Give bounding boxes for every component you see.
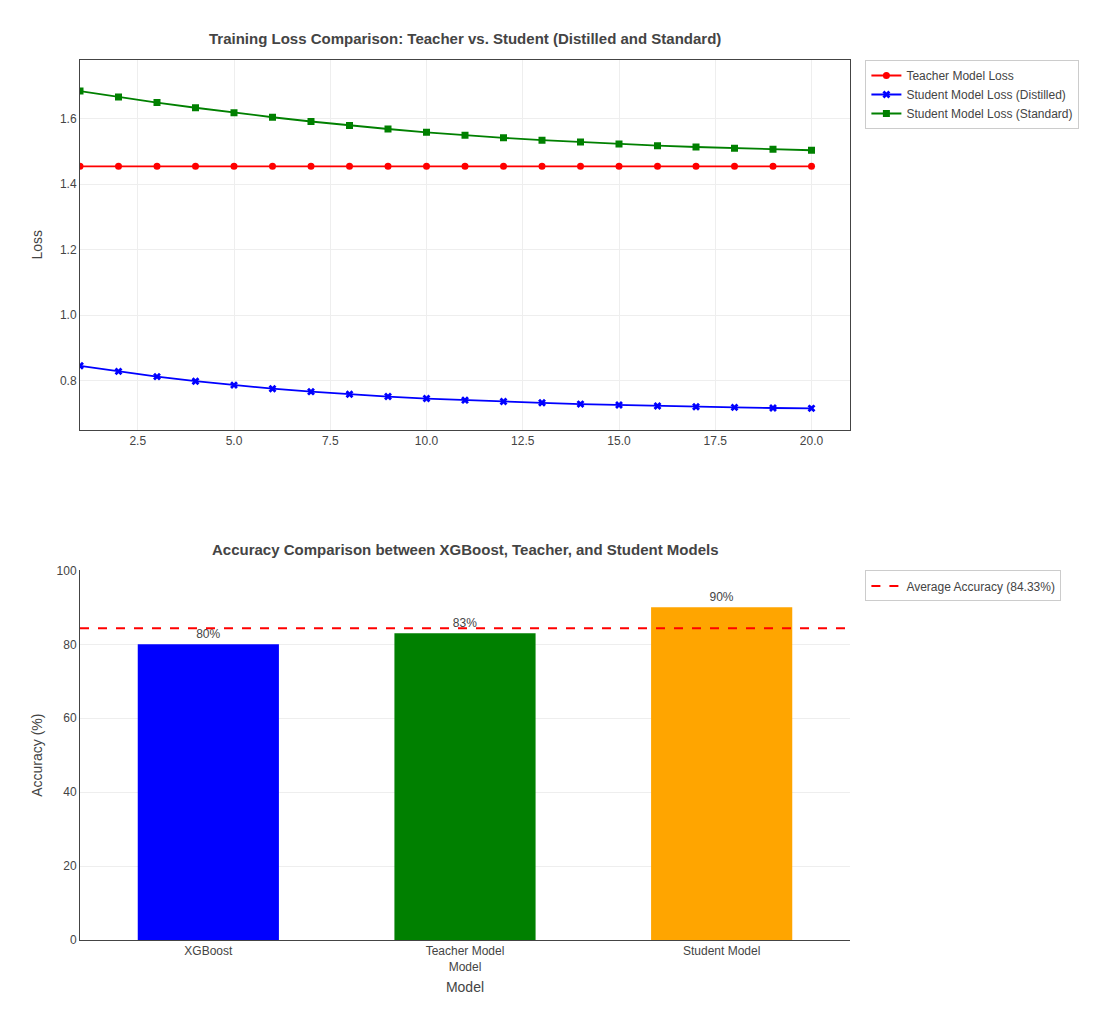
svg-text:10.0: 10.0 [415, 434, 439, 448]
svg-text:Student Model Loss (Standard): Student Model Loss (Standard) [906, 107, 1072, 121]
svg-text:Training Loss Comparison: Teac: Training Loss Comparison: Teacher vs. St… [209, 30, 721, 47]
svg-text:5.0: 5.0 [226, 434, 243, 448]
svg-text:20.0: 20.0 [800, 434, 824, 448]
svg-text:1.4: 1.4 [60, 177, 77, 191]
svg-text:Student Model: Student Model [683, 944, 760, 958]
svg-text:XGBoost: XGBoost [184, 944, 233, 958]
svg-text:1.6: 1.6 [60, 112, 77, 126]
svg-text:7.5: 7.5 [322, 434, 339, 448]
svg-text:100: 100 [57, 564, 77, 578]
svg-text:Accuracy (%): Accuracy (%) [29, 714, 45, 797]
svg-text:Teacher ModelModel: Teacher ModelModel [426, 944, 505, 974]
svg-text:12.5: 12.5 [511, 434, 535, 448]
svg-text:1.0: 1.0 [60, 308, 77, 322]
svg-text:90%: 90% [709, 590, 733, 604]
svg-text:Average Accuracy (84.33%): Average Accuracy (84.33%) [906, 580, 1055, 594]
svg-text:83%: 83% [453, 616, 477, 630]
svg-text:2.5: 2.5 [129, 434, 146, 448]
svg-text:Accuracy Comparison between XG: Accuracy Comparison between XGBoost, Tea… [212, 541, 719, 558]
svg-text:20: 20 [63, 859, 77, 873]
svg-text:0: 0 [70, 933, 77, 947]
svg-text:60: 60 [63, 711, 77, 725]
svg-text:80%: 80% [196, 627, 220, 641]
svg-text:0.8: 0.8 [60, 374, 77, 388]
svg-text:Loss: Loss [29, 230, 45, 260]
svg-text:1.2: 1.2 [60, 243, 77, 257]
svg-text:17.5: 17.5 [704, 434, 728, 448]
svg-text:Student Model Loss (Distilled): Student Model Loss (Distilled) [906, 88, 1065, 102]
svg-text:40: 40 [63, 785, 77, 799]
svg-text:Model: Model [446, 979, 484, 995]
svg-text:15.0: 15.0 [607, 434, 631, 448]
svg-text:Teacher Model Loss: Teacher Model Loss [906, 69, 1013, 83]
svg-text:80: 80 [63, 638, 77, 652]
